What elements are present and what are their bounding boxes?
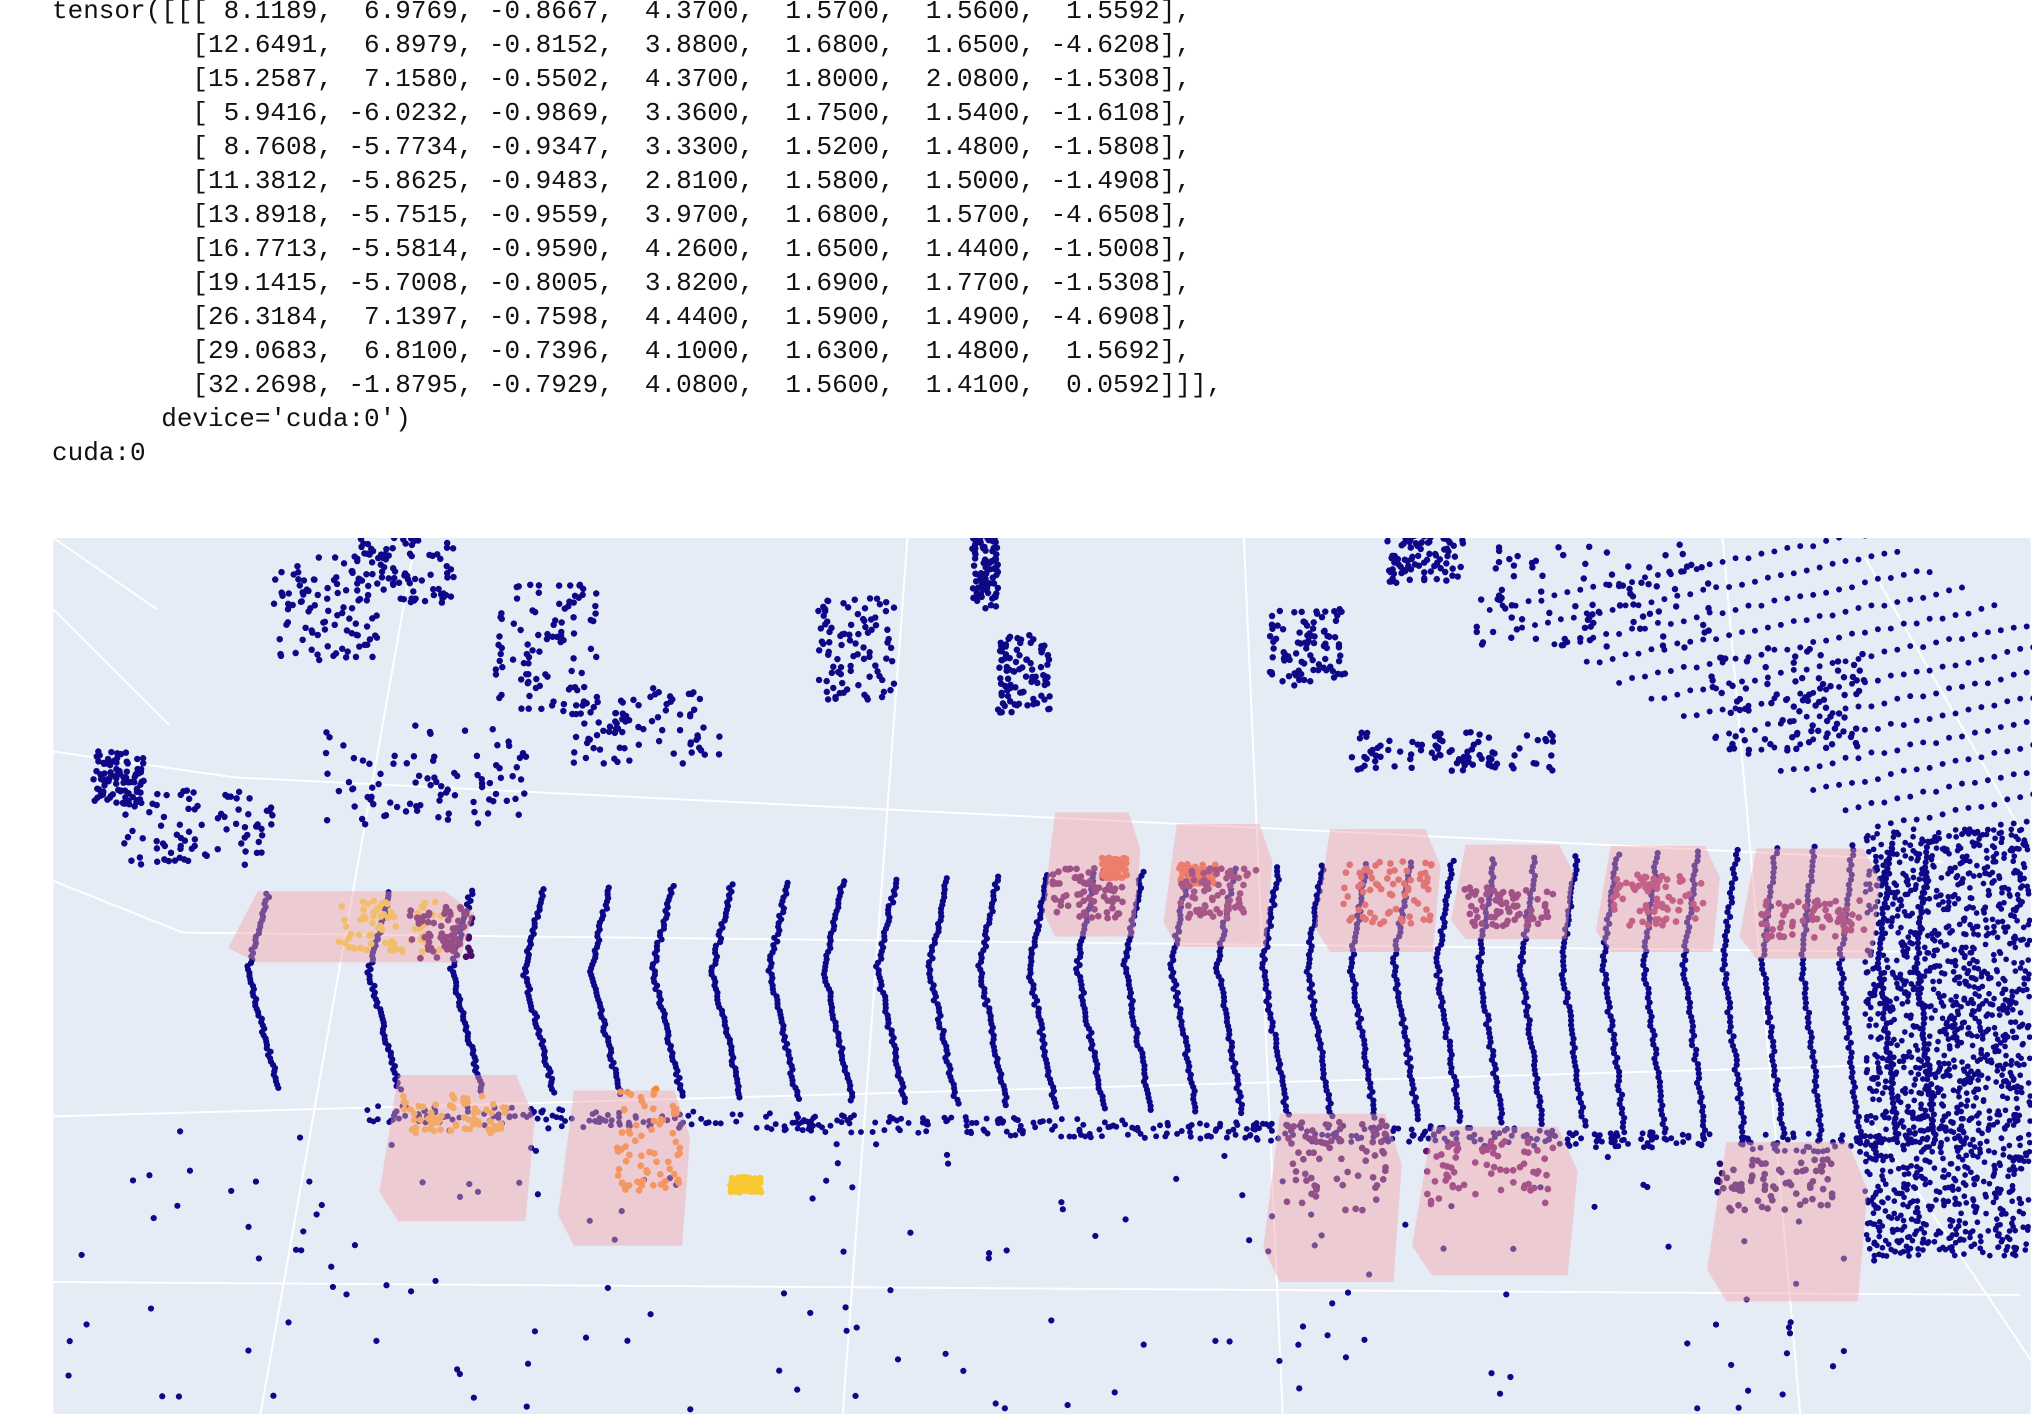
output-line: [16.7713, -5.5814, -0.9590, 4.2600, 1.65… — [52, 234, 1191, 264]
bounding-box — [1163, 823, 1273, 947]
bounding-box — [1739, 848, 1881, 959]
point-group — [1609, 871, 1707, 929]
point-group — [1422, 1137, 1557, 1208]
point-group — [1049, 864, 1126, 922]
output-line: device='cuda:0') — [52, 404, 411, 434]
point-group — [406, 903, 476, 962]
bounding-box — [1707, 1142, 1868, 1302]
points — [65, 538, 2032, 1413]
output-line: [12.6491, 6.8979, -0.8152, 3.8800, 1.680… — [52, 30, 1191, 60]
point-group — [613, 1085, 684, 1194]
bounding-box — [1450, 844, 1574, 940]
bounding-box — [228, 891, 474, 963]
output-line: [29.0683, 6.8100, -0.7396, 4.1000, 1.630… — [52, 336, 1191, 366]
point-group — [1713, 1156, 1836, 1214]
point-group — [1340, 858, 1435, 928]
bounding-box — [1263, 1113, 1402, 1283]
output-line: [19.1415, -5.7008, -0.8005, 3.8200, 1.69… — [52, 268, 1191, 298]
output-line: cuda:0 — [52, 438, 146, 468]
point-group — [400, 1091, 510, 1137]
point-group — [1098, 854, 1220, 889]
output-line: [13.8918, -5.7515, -0.9559, 3.9700, 1.68… — [52, 200, 1191, 230]
point-group — [1758, 897, 1868, 942]
bounding-box — [1595, 845, 1721, 953]
cell-output: tensor([[[ 8.1189, 6.9769, -0.8667, 4.37… — [52, 0, 1222, 470]
output-line: [32.2698, -1.8795, -0.7929, 4.0800, 1.56… — [52, 370, 1223, 400]
output-line: [26.3184, 7.1397, -0.7598, 4.4400, 1.590… — [52, 302, 1191, 332]
output-line: [ 5.9416, -6.0232, -0.9869, 3.3600, 1.75… — [52, 98, 1191, 128]
bounding-box — [1315, 829, 1441, 953]
point-group — [727, 1173, 765, 1196]
bounding-boxes — [228, 812, 1881, 1302]
point-group — [1177, 865, 1260, 921]
point-group — [1283, 1117, 1390, 1214]
bounding-box — [379, 1074, 535, 1222]
output-line: [ 8.7608, -5.7734, -0.9347, 3.3300, 1.52… — [52, 132, 1191, 162]
bounding-box — [1043, 812, 1141, 937]
output-line: [15.2587, 7.1580, -0.5502, 4.3700, 1.800… — [52, 64, 1191, 94]
bounding-box — [558, 1090, 691, 1246]
output-line: [11.3812, -5.8625, -0.9483, 2.8100, 1.58… — [52, 166, 1191, 196]
point-cloud-plot — [52, 538, 2032, 1414]
output-line: tensor([[[ 8.1189, 6.9769, -0.8667, 4.37… — [52, 0, 1191, 26]
point-group — [335, 897, 445, 956]
point-group — [1461, 884, 1557, 930]
bounding-box — [1412, 1126, 1578, 1276]
